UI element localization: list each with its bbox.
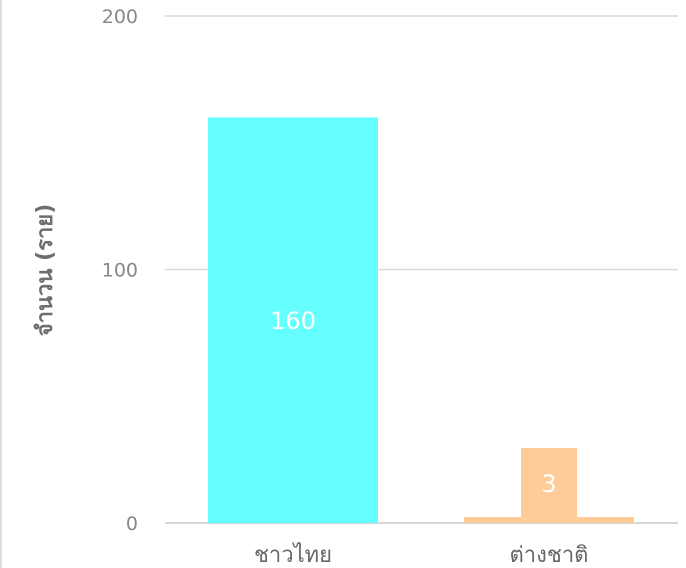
x-category-label: ชาวไทย (254, 542, 332, 568)
data-label: 3 (541, 470, 556, 498)
y-tick-labels: 0 100 200 (102, 6, 138, 535)
y-tick-label: 200 (102, 6, 138, 28)
data-label-box (521, 448, 577, 518)
bar (208, 117, 378, 524)
bar (464, 517, 634, 523)
data-label: 160 (270, 307, 316, 335)
y-tick-label: 0 (126, 513, 138, 535)
x-category-label: ต่างชาติ (510, 543, 589, 568)
y-tick-label: 100 (102, 260, 138, 282)
x-category-labels: ชาวไทย ต่างชาติ (254, 542, 589, 568)
y-axis-title: จำนวน (ราย) (33, 204, 58, 337)
